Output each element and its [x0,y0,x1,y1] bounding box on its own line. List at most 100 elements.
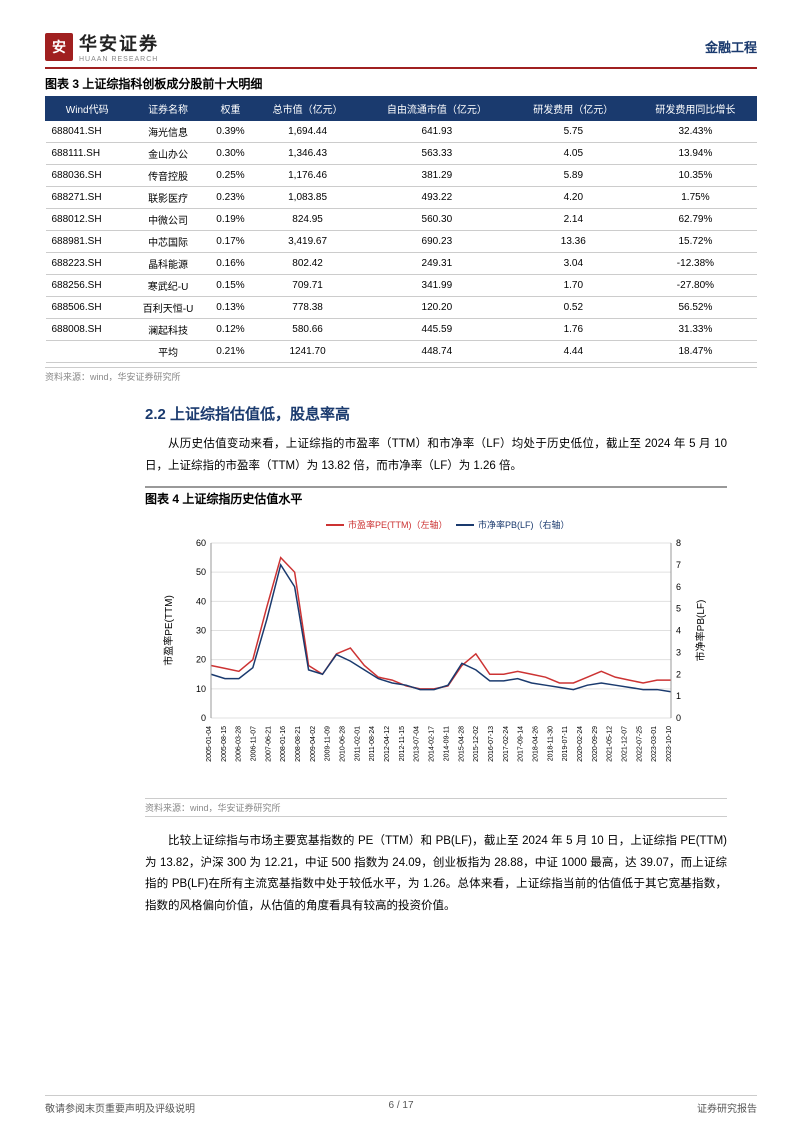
table-cell: 249.31 [361,253,512,275]
table-cell: 448.74 [361,341,512,363]
table-cell: 13.36 [512,231,634,253]
svg-text:2020-09-29: 2020-09-29 [592,726,599,762]
svg-text:10: 10 [196,684,206,694]
svg-text:2020-02-24: 2020-02-24 [577,726,584,762]
svg-text:50: 50 [196,567,206,577]
table-cell: 海光信息 [129,121,207,143]
table-header: 自由流通市值（亿元） [361,97,512,121]
table-cell: 709.71 [254,275,362,297]
logo-subtitle: HUAAN RESEARCH [79,56,159,63]
table-cell: 560.30 [361,209,512,231]
table-cell: 0.30% [207,143,253,165]
table-cell: 0.12% [207,319,253,341]
svg-text:2018-11-30: 2018-11-30 [547,726,554,761]
svg-text:20: 20 [196,654,206,664]
svg-text:4: 4 [676,625,681,635]
svg-text:2005-01-04: 2005-01-04 [206,726,213,762]
table-row: 688111.SH金山办公0.30%1,346.43563.334.0513.9… [46,143,757,165]
svg-text:2018-04-26: 2018-04-26 [532,726,539,762]
table-row: 688012.SH中微公司0.19%824.95560.302.1462.79% [46,209,757,231]
svg-text:40: 40 [196,596,206,606]
paragraph-2: 比较上证综指与市场主要宽基指数的 PE（TTM）和 PB(LF)，截止至 202… [145,831,727,918]
svg-text:0: 0 [676,713,681,723]
svg-text:8: 8 [676,538,681,548]
svg-text:2: 2 [676,669,681,679]
svg-text:2011-08-24: 2011-08-24 [369,726,376,761]
table-cell: 1.70 [512,275,634,297]
table-cell: 0.25% [207,165,253,187]
page-footer: 敬请参阅末页重要声明及评级说明 6 / 17 证券研究报告 [45,1095,757,1115]
logo-text: 华安证券 [79,30,159,56]
table-header: 研发费用（亿元） [512,97,634,121]
svg-text:2014-09-11: 2014-09-11 [443,726,450,761]
table-cell: 1.76 [512,319,634,341]
header-category: 金融工程 [705,37,757,56]
footer-page-number: 6 / 17 [388,1100,413,1111]
svg-text:2009-04-02: 2009-04-02 [310,726,317,762]
table-row: 688223.SH晶科能源0.16%802.42249.313.04-12.38… [46,253,757,275]
table-cell [46,341,129,363]
table-cell: 778.38 [254,297,362,319]
table-cell: 381.29 [361,165,512,187]
table-cell: 62.79% [634,209,756,231]
table-row: 688981.SH中芯国际0.17%3,419.67690.2313.3615.… [46,231,757,253]
table-cell: -12.38% [634,253,756,275]
table-header: 权重 [207,97,253,121]
table-cell: 4.20 [512,187,634,209]
table-cell: 0.21% [207,341,253,363]
table-cell: 580.66 [254,319,362,341]
svg-text:2015-04-28: 2015-04-28 [458,726,465,762]
table-cell: -27.80% [634,275,756,297]
table-cell: 澜起科技 [129,319,207,341]
table-cell: 0.52 [512,297,634,319]
table-cell: 688012.SH [46,209,129,231]
table-cell: 688008.SH [46,319,129,341]
table-cell: 5.75 [512,121,634,143]
table-cell: 688036.SH [46,165,129,187]
table-cell: 641.93 [361,121,512,143]
table-header: 证券名称 [129,97,207,121]
logo-icon: 安 [45,33,73,61]
svg-text:2023-10-10: 2023-10-10 [666,726,673,762]
svg-text:2021-12-07: 2021-12-07 [621,726,628,762]
footer-left: 敬请参阅末页重要声明及评级说明 [45,1100,195,1115]
table-cell: 3,419.67 [254,231,362,253]
table-cell: 445.59 [361,319,512,341]
svg-text:2022-07-25: 2022-07-25 [636,726,643,762]
svg-text:2016-07-13: 2016-07-13 [488,726,495,762]
svg-text:2008-08-21: 2008-08-21 [295,726,302,762]
svg-text:2006-03-28: 2006-03-28 [236,726,243,762]
svg-text:2005-08-15: 2005-08-15 [221,726,228,762]
table-row: 688041.SH海光信息0.39%1,694.44641.935.7532.4… [46,121,757,143]
table-cell: 1,083.85 [254,187,362,209]
table-cell: 690.23 [361,231,512,253]
footer-right: 证券研究报告 [697,1100,757,1115]
svg-text:5: 5 [676,603,681,613]
svg-text:2012-04-12: 2012-04-12 [384,726,391,762]
table-cell: 802.42 [254,253,362,275]
table-cell: 18.47% [634,341,756,363]
table-cell: 688111.SH [46,143,129,165]
table-cell: 10.35% [634,165,756,187]
svg-text:2014-02-17: 2014-02-17 [429,726,436,762]
svg-text:2023-03-01: 2023-03-01 [651,726,658,762]
svg-text:2008-01-16: 2008-01-16 [280,726,287,762]
svg-text:2017-09-14: 2017-09-14 [518,726,525,762]
table-row: 688506.SH百利天恒-U0.13%778.38120.200.5256.5… [46,297,757,319]
svg-text:2013-07-04: 2013-07-04 [414,726,421,762]
table-cell: 1,176.46 [254,165,362,187]
svg-text:市净率PB(LF): 市净率PB(LF) [694,599,707,661]
table-cell: 32.43% [634,121,756,143]
table-row: 688036.SH传音控股0.25%1,176.46381.295.8910.3… [46,165,757,187]
chart-container: 图表 4 上证综指历史估值水平 010203040506001234567820… [145,486,727,817]
table-row: 平均0.21%1241.70448.744.4418.47% [46,341,757,363]
table-row: 688008.SH澜起科技0.12%580.66445.591.7631.33% [46,319,757,341]
table-cell: 平均 [129,341,207,363]
holdings-table: Wind代码证券名称权重总市值（亿元）自由流通市值（亿元）研发费用（亿元）研发费… [45,96,757,363]
svg-text:2012-11-15: 2012-11-15 [399,726,406,761]
table-header: 总市值（亿元） [254,97,362,121]
table-cell: 563.33 [361,143,512,165]
svg-text:市盈率PE(TTM): 市盈率PE(TTM) [162,595,175,666]
svg-text:60: 60 [196,538,206,548]
svg-text:1: 1 [676,691,681,701]
